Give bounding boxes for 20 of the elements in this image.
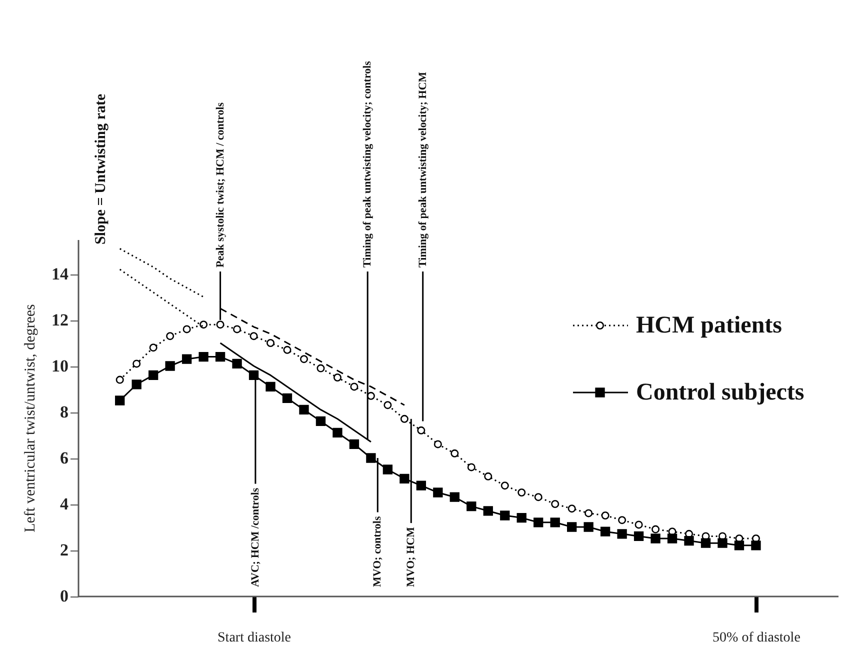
annotation: Peak systolic twist; HCM / controls xyxy=(214,102,226,268)
y-tick-label: 6 xyxy=(60,448,68,468)
annotation: MVO; controls xyxy=(372,516,384,587)
y-tick-label: 14 xyxy=(52,264,69,284)
y-tick-label: 8 xyxy=(60,402,68,422)
annotation: MVO; HCM xyxy=(405,526,418,587)
annotation: AVC; HCM /controls xyxy=(249,487,262,587)
text: Slope = Untwisting rate xyxy=(93,94,109,244)
legend-label: Control subjects xyxy=(636,380,804,406)
annotation: Timing of peak untwisting velocity; controls xyxy=(362,60,374,268)
y-tick-label: 10 xyxy=(52,356,68,376)
annotation: Timing of peak untwisting velocity; HCM xyxy=(416,71,429,268)
y-tick-label: 12 xyxy=(52,310,68,330)
x-tick-label: Start diastole xyxy=(218,630,292,645)
y-axis-title: Left ventricular twist/untwist, degrees xyxy=(22,304,38,532)
y-tick-label: 2 xyxy=(60,540,68,560)
y-tick-label: 4 xyxy=(60,494,69,514)
legend-label: HCM patients xyxy=(636,312,782,338)
x-tick-label: 50% of diastole xyxy=(712,630,800,645)
y-tick-label: 0 xyxy=(60,586,68,606)
